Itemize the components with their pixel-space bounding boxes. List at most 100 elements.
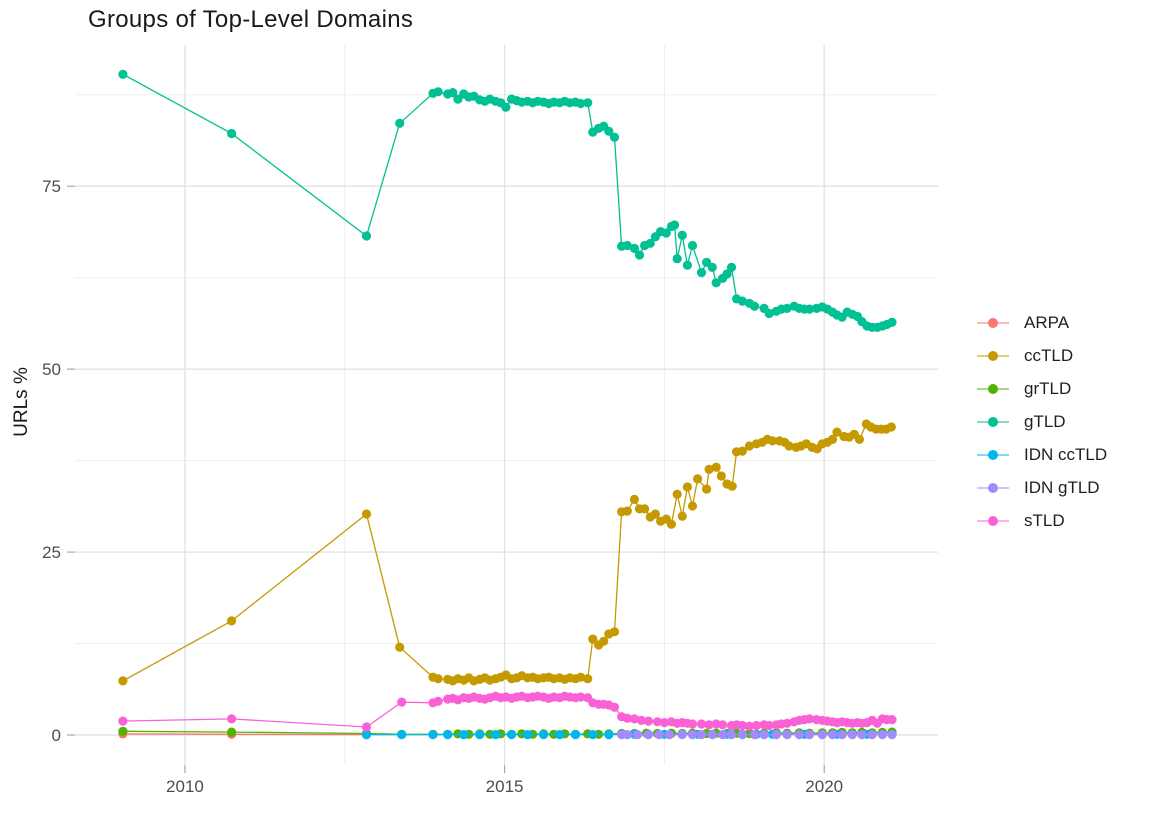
- data-point-cctld: [687, 501, 698, 511]
- legend-dot-icon: [988, 482, 998, 493]
- legend-label-cctld: ccTLD: [1024, 345, 1074, 365]
- data-point-stld: [659, 718, 670, 728]
- legend-swatch-icon-grtld: [977, 383, 1009, 395]
- data-point-cctld: [702, 484, 712, 494]
- legend-swatch-icon-stld: [977, 515, 1009, 527]
- legend-label-grtld: grTLD: [1024, 378, 1072, 398]
- data-point-idn-gtld: [696, 730, 707, 740]
- x-tick-label: 2020: [805, 777, 843, 796]
- legend-dot-icon: [988, 350, 998, 361]
- series-line-arpa: [122, 733, 367, 736]
- data-point-cctld: [622, 506, 632, 516]
- legend-item-idn-cctld: IDN ccTLD: [977, 438, 1107, 471]
- data-point-cctld: [433, 674, 443, 684]
- data-point-cctld: [693, 474, 703, 484]
- data-point-idn-gtld: [782, 730, 792, 740]
- data-point-cctld: [227, 616, 237, 626]
- series-line-gtld: [122, 73, 893, 329]
- x-tick-label: 2015: [486, 777, 524, 796]
- data-point-idn-gtld: [654, 730, 664, 740]
- legend-label-idn-cctld: IDN ccTLD: [1024, 444, 1108, 464]
- data-point-idn-cctld: [555, 730, 565, 740]
- data-point-idn-gtld: [867, 730, 877, 740]
- data-point-idn-gtld: [664, 730, 675, 740]
- data-point-cctld: [744, 441, 755, 451]
- data-point-idn-gtld: [771, 730, 781, 740]
- data-point-cctld: [672, 489, 682, 499]
- data-point-stld: [751, 720, 762, 731]
- data-point-stld: [636, 715, 647, 726]
- data-point-idn-gtld: [687, 730, 698, 740]
- data-point-stld: [227, 714, 237, 724]
- data-point-gtld: [804, 304, 815, 314]
- data-point-idn-gtld: [707, 730, 717, 740]
- data-point-idn-cctld: [507, 730, 517, 740]
- legend-label-idn-gtld: IDN gTLD: [1024, 477, 1100, 497]
- data-point-stld: [433, 696, 443, 706]
- data-point-idn-cctld: [539, 730, 549, 740]
- legend-swatch-icon-arpa: [977, 317, 1009, 329]
- data-point-gtld: [583, 98, 593, 108]
- data-point-cctld: [677, 511, 687, 521]
- data-point-gtld: [687, 240, 698, 251]
- y-tick-label: 50: [42, 360, 61, 379]
- data-point-stld: [576, 692, 586, 702]
- data-point-cctld: [716, 471, 726, 481]
- data-point-idn-gtld: [827, 730, 838, 740]
- data-point-gtld: [609, 132, 620, 142]
- legend-label-stld: sTLD: [1024, 510, 1065, 530]
- data-point-idn-gtld: [804, 730, 815, 740]
- data-point-cctld: [599, 636, 609, 646]
- data-point-gtld: [677, 230, 687, 240]
- data-point-grtld: [118, 726, 128, 736]
- data-point-gtld: [361, 231, 372, 241]
- data-point-idn-gtld: [877, 730, 888, 740]
- data-point-gtld: [711, 278, 721, 288]
- data-point-stld: [764, 720, 774, 731]
- data-point-gtld: [622, 240, 632, 251]
- data-point-idn-cctld: [397, 730, 407, 740]
- data-point-gtld: [672, 254, 682, 264]
- data-point-gtld: [696, 268, 707, 278]
- data-point-gtld: [722, 269, 732, 279]
- legend-label-arpa: ARPA: [1024, 312, 1070, 332]
- data-point-gtld: [749, 301, 760, 311]
- data-point-stld: [609, 702, 620, 712]
- data-point-stld: [397, 697, 407, 707]
- data-point-gtld: [887, 317, 897, 327]
- data-point-idn-gtld: [726, 730, 737, 740]
- legend-item-arpa: ARPA: [977, 306, 1107, 339]
- data-point-stld: [687, 719, 698, 729]
- data-point-idn-cctld: [459, 730, 469, 740]
- data-point-cctld: [737, 446, 748, 456]
- data-point-idn-cctld: [523, 730, 533, 740]
- data-point-gtld: [433, 87, 443, 97]
- data-point-gtld: [782, 303, 792, 313]
- data-point-gtld: [395, 118, 405, 128]
- data-point-cctld: [784, 441, 794, 451]
- data-point-idn-gtld: [737, 730, 748, 740]
- data-point-stld: [361, 722, 372, 732]
- y-tick-label: 25: [42, 543, 61, 562]
- data-point-idn-cctld: [361, 730, 372, 740]
- data-point-gtld: [604, 126, 614, 136]
- x-tick-label: 2010: [166, 777, 204, 796]
- data-point-stld: [643, 716, 654, 726]
- data-point-stld: [622, 713, 632, 723]
- data-point-idn-gtld: [857, 730, 867, 740]
- data-point-stld: [782, 718, 792, 728]
- data-point-idn-gtld: [837, 730, 847, 740]
- series-points-idn-gtld: [617, 730, 897, 740]
- data-point-cctld: [854, 434, 865, 444]
- data-point-idn-cctld: [475, 730, 485, 740]
- data-point-idn-gtld: [622, 730, 632, 740]
- y-tick-label: 0: [52, 726, 61, 745]
- legend-swatch-icon-gtld: [977, 416, 1009, 428]
- data-point-cctld: [650, 509, 661, 519]
- data-point-cctld: [682, 482, 693, 492]
- legend-dot-icon: [988, 449, 998, 460]
- data-point-idn-cctld: [428, 730, 438, 740]
- legend-dot-icon: [988, 416, 998, 427]
- series-points-gtld: [118, 69, 897, 332]
